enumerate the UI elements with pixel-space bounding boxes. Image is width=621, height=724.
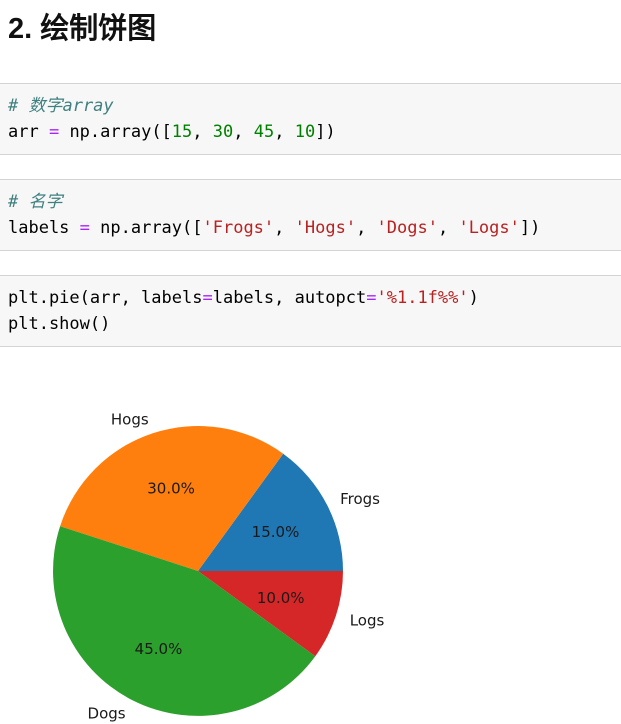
code-line: plt.show() — [8, 311, 613, 337]
code-token-num: 15 — [171, 122, 193, 142]
code-token-plain: plt.show() — [8, 314, 111, 334]
code-token-op: = — [202, 288, 213, 308]
pie-pct-label-logs: 10.0% — [257, 589, 305, 607]
code-token-comment: # 数字array — [8, 96, 114, 116]
pie-pct-label-frogs: 15.0% — [252, 523, 300, 541]
code-token-plain: ) — [468, 288, 479, 308]
code-token-plain: labels, autopct — [212, 288, 367, 308]
code-cell-1: # 数字array arr = np.array([15, 30, 45, 10]… — [0, 83, 621, 155]
pie-chart: 15.0% Frogs 30.0% Hogs 45.0% Dogs 10.0% Logs — [53, 411, 385, 722]
code-token-plain: , — [356, 218, 377, 238]
code-token-plain: ]) — [519, 218, 541, 238]
pie-category-label-logs: Logs — [350, 612, 385, 630]
code-line: plt.pie(arr, labels=labels, autopct='%1.… — [8, 285, 613, 311]
code-token-num: 30 — [212, 122, 234, 142]
code-line: labels = np.array(['Frogs', 'Hogs', 'Dog… — [8, 215, 613, 241]
pie-category-label-dogs: Dogs — [88, 704, 126, 722]
pie-category-label-hogs: Hogs — [111, 411, 149, 429]
code-token-op: = — [48, 122, 60, 142]
code-line: arr = np.array([15, 30, 45, 10]) — [8, 119, 613, 145]
page-title: 2. 绘制饼图 — [8, 13, 157, 45]
code-token-num: 10 — [294, 122, 316, 142]
code-cells-container: # 数字array arr = np.array([15, 30, 45, 10]… — [0, 83, 621, 347]
code-token-plain: , — [192, 122, 213, 142]
code-cell-3: plt.pie(arr, labels=labels, autopct='%1.… — [0, 275, 621, 347]
pie-category-label-frogs: Frogs — [340, 490, 380, 508]
code-token-num: 45 — [253, 122, 275, 142]
code-token-plain: , — [274, 218, 295, 238]
code-token-comment: # 名字 — [8, 192, 63, 212]
pie-slice-frogs — [198, 453, 343, 571]
code-token-plain: plt.pie(arr, labels — [8, 288, 203, 308]
code-token-str: '%1.1f%%' — [376, 288, 469, 308]
code-token-op: = — [79, 218, 90, 238]
pie-slice-logs — [198, 571, 343, 657]
code-token-plain: ]) — [315, 122, 336, 142]
code-cell-2: # 名字 labels = np.array(['Frogs', 'Hogs', … — [0, 179, 621, 251]
pie-pct-label-dogs: 45.0% — [135, 640, 183, 658]
notebook-page: { "heading": { "text": "2. 绘制饼图" }, "syn… — [0, 12, 621, 724]
code-line: # 名字 — [8, 189, 613, 215]
code-token-str: 'Logs' — [458, 218, 520, 238]
pie-pct-label-hogs: 30.0% — [147, 480, 195, 498]
code-token-plain: , — [274, 122, 295, 142]
code-token-str: 'Hogs' — [294, 218, 357, 238]
code-token-op: = — [366, 288, 377, 308]
code-token-plain: , — [233, 122, 254, 142]
code-token-str: 'Dogs' — [376, 218, 438, 238]
code-token-plain: np.array([ — [89, 218, 203, 238]
code-token-str: 'Frogs' — [202, 218, 275, 238]
code-token-plain: labels — [8, 218, 80, 238]
code-token-plain: arr — [8, 122, 49, 142]
pie-chart-figure: 15.0% Frogs 30.0% Hogs 45.0% Dogs 10.0% Logs — [0, 371, 621, 724]
code-token-plain: , — [437, 218, 459, 238]
pie-slice-hogs — [60, 426, 284, 571]
pie-slice-dogs — [53, 526, 316, 716]
code-token-plain: np.array([ — [59, 122, 172, 142]
code-line: # 数字array — [8, 93, 613, 119]
